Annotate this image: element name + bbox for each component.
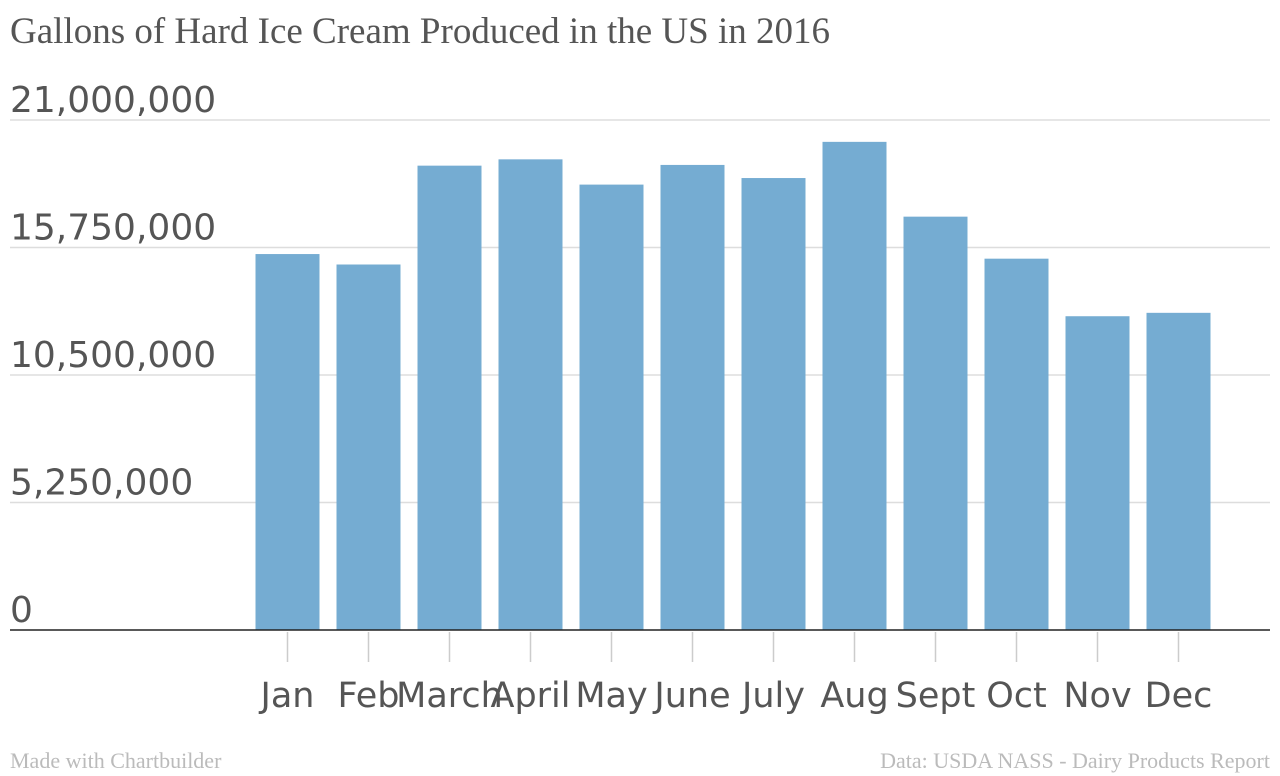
y-tick-label: 15,750,000: [10, 208, 216, 249]
x-tick-label: Jan: [259, 676, 315, 716]
bar-dec: [1146, 312, 1211, 630]
bar-march: [417, 165, 482, 630]
y-tick-label: 21,000,000: [10, 80, 216, 121]
x-tick-label: July: [740, 676, 805, 716]
bar-jan: [255, 254, 320, 631]
y-tick-label: 5,250,000: [10, 463, 193, 504]
bar-nov: [1065, 316, 1130, 630]
x-tick-label: Dec: [1145, 676, 1213, 716]
x-tick-label: Sept: [896, 676, 976, 716]
x-tick-label: May: [575, 676, 647, 716]
bars: [255, 141, 1211, 631]
x-tick-label: March: [396, 676, 503, 716]
chart-title: Gallons of Hard Ice Cream Produced in th…: [10, 11, 830, 52]
bar-oct: [984, 258, 1049, 630]
x-tick-label: Aug: [820, 676, 888, 716]
bar-april: [498, 159, 563, 631]
bar-feb: [336, 264, 401, 630]
x-tick-label: Oct: [986, 676, 1047, 716]
x-tick-label: Feb: [338, 676, 400, 716]
bar-june: [660, 164, 725, 630]
x-tick-label: April: [491, 676, 571, 716]
bar-sept: [903, 216, 968, 630]
footer-source: Data: USDA NASS - Dairy Products Report: [880, 748, 1270, 773]
bar-may: [579, 184, 644, 630]
y-tick-label: 0: [10, 590, 33, 631]
bar-july: [741, 178, 806, 631]
y-tick-label: 10,500,000: [10, 335, 216, 376]
y-axis-ticks: 0 5,250,000 10,500,000 15,750,000 21,000,000: [10, 80, 216, 631]
footer-credit: Made with Chartbuilder: [10, 748, 222, 773]
x-tick-label: Nov: [1063, 676, 1131, 716]
x-tick-label: June: [652, 676, 730, 716]
bar-aug: [822, 141, 887, 630]
